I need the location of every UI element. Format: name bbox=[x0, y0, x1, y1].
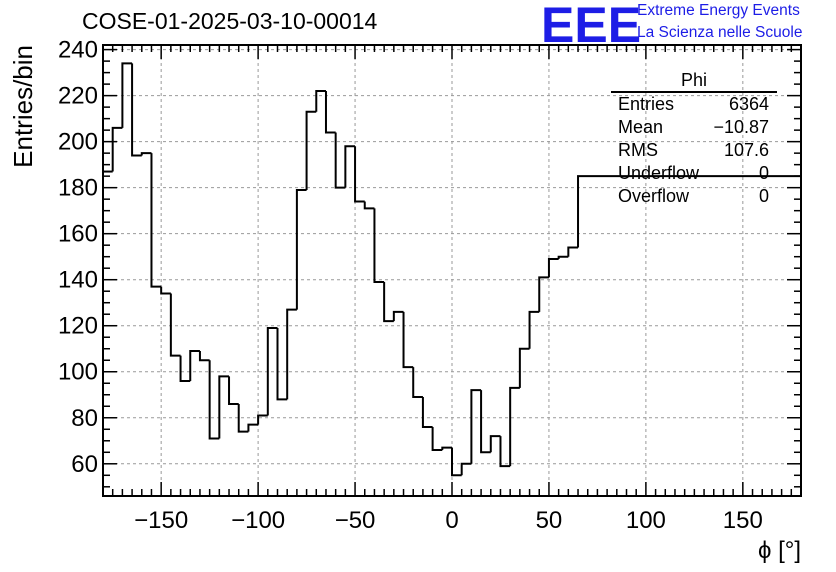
x-tick-label: 50 bbox=[536, 507, 563, 534]
y-tick-label: 180 bbox=[58, 175, 98, 202]
histogram-bin bbox=[344, 145, 356, 188]
histogram-bin bbox=[518, 347, 530, 388]
y-tick-label: 220 bbox=[58, 83, 98, 110]
histogram-bin bbox=[228, 376, 239, 405]
stats-row-overflow: Overflow 0 bbox=[611, 185, 777, 208]
stats-label: Overflow bbox=[618, 186, 690, 206]
stats-row-underflow: Underflow 0 bbox=[611, 162, 777, 185]
histogram-bin bbox=[324, 91, 336, 134]
histogram-bars bbox=[103, 62, 802, 496]
histogram-bin bbox=[421, 397, 433, 428]
histogram-bin bbox=[373, 208, 385, 284]
histogram-bin bbox=[547, 257, 559, 278]
y-tick-label: 80 bbox=[71, 405, 98, 432]
y-tick-label: 160 bbox=[58, 221, 98, 248]
histogram-bin bbox=[538, 276, 549, 312]
x-tick-label: 150 bbox=[723, 507, 763, 534]
histogram-bin bbox=[489, 435, 501, 453]
histogram-bin bbox=[334, 132, 346, 189]
histogram-bin bbox=[441, 446, 452, 450]
tick-labels: −150 −100 −50 0 50 100 150 60 80 100 120 140 160 180 2… bbox=[58, 37, 763, 534]
histogram-bin bbox=[218, 375, 230, 439]
stats-label: Entries bbox=[618, 94, 675, 114]
histogram-bin bbox=[460, 462, 472, 476]
stats-value: 6364 bbox=[728, 94, 769, 114]
stats-row-entries: Entries 6364 bbox=[611, 93, 777, 116]
histogram-bin bbox=[237, 403, 249, 433]
histogram-bin bbox=[208, 360, 220, 440]
y-tick-label: 120 bbox=[58, 313, 98, 340]
histogram-bin bbox=[198, 351, 210, 362]
histogram-bin bbox=[189, 350, 200, 381]
histogram-bin bbox=[179, 355, 191, 382]
stats-title: Phi bbox=[611, 70, 777, 93]
histogram-bin bbox=[402, 311, 414, 369]
x-tick-label: 100 bbox=[626, 507, 666, 534]
stats-value: 107.6 bbox=[723, 140, 769, 160]
stats-label: Mean bbox=[618, 117, 664, 137]
x-tick-label: −100 bbox=[231, 507, 285, 534]
histogram-bin bbox=[363, 201, 375, 210]
histogram-bin bbox=[169, 293, 181, 357]
histogram-bin bbox=[557, 255, 569, 259]
chart-title: COSE-01-2025-03-10-00014 bbox=[82, 8, 378, 34]
histogram-bin bbox=[392, 310, 404, 322]
histogram-bin bbox=[247, 423, 259, 432]
stats-box: Phi Entries 6364 Mean −10.87 RMS 107.6 U… bbox=[611, 70, 777, 208]
eee-logo: EEE bbox=[541, 0, 642, 53]
histogram-bin bbox=[383, 282, 394, 323]
stats-value: 0 bbox=[758, 186, 769, 206]
histogram-bin bbox=[131, 63, 142, 157]
y-tick-label: 60 bbox=[71, 451, 98, 478]
histogram-bin bbox=[286, 308, 297, 400]
histogram-bin bbox=[577, 175, 802, 496]
x-axis-label: ϕ [°] bbox=[758, 537, 801, 564]
histogram-bin bbox=[470, 389, 482, 464]
stats-value: 0 bbox=[758, 163, 769, 183]
axis-ticks bbox=[103, 45, 801, 496]
histogram-bin bbox=[305, 110, 317, 190]
histogram-bin bbox=[121, 62, 133, 128]
stats-row-mean: Mean −10.87 bbox=[611, 116, 777, 139]
histogram-bin bbox=[431, 426, 443, 451]
histogram-bin bbox=[528, 310, 540, 349]
histogram-bin bbox=[509, 386, 520, 467]
histogram-bin bbox=[160, 286, 171, 295]
histogram-bin bbox=[499, 436, 511, 468]
x-tick-label: 0 bbox=[445, 507, 458, 534]
histogram-bin bbox=[257, 414, 268, 425]
y-tick-label: 140 bbox=[58, 267, 98, 294]
stats-row-rms: RMS 107.6 bbox=[611, 139, 777, 162]
x-tick-label: −50 bbox=[335, 507, 376, 534]
x-tick-label: −150 bbox=[134, 507, 188, 534]
y-tick-label: 240 bbox=[58, 37, 98, 64]
histogram-bin bbox=[111, 126, 123, 172]
stats-label: Underflow bbox=[618, 163, 700, 183]
logo-line-1: Extreme Energy Events bbox=[637, 2, 800, 19]
y-axis-label: Entries/bin bbox=[8, 45, 38, 168]
histogram-bin bbox=[140, 152, 152, 156]
histogram-bin bbox=[412, 367, 423, 399]
histogram-bin bbox=[315, 90, 326, 112]
histogram-bin bbox=[354, 146, 365, 203]
stats-value: −10.87 bbox=[713, 117, 769, 137]
y-tick-label: 100 bbox=[58, 359, 98, 386]
histogram-bin bbox=[150, 153, 162, 288]
histogram-bin bbox=[451, 447, 462, 477]
histogram-bin bbox=[266, 327, 278, 416]
stats-label: RMS bbox=[618, 140, 658, 160]
histogram-bin bbox=[480, 390, 491, 454]
histogram-bin bbox=[295, 188, 307, 310]
y-tick-label: 200 bbox=[58, 129, 98, 156]
logo-line-2: La Scienza nelle Scuole bbox=[637, 24, 803, 41]
histogram-bin bbox=[276, 328, 288, 401]
histogram-bin bbox=[567, 246, 579, 257]
